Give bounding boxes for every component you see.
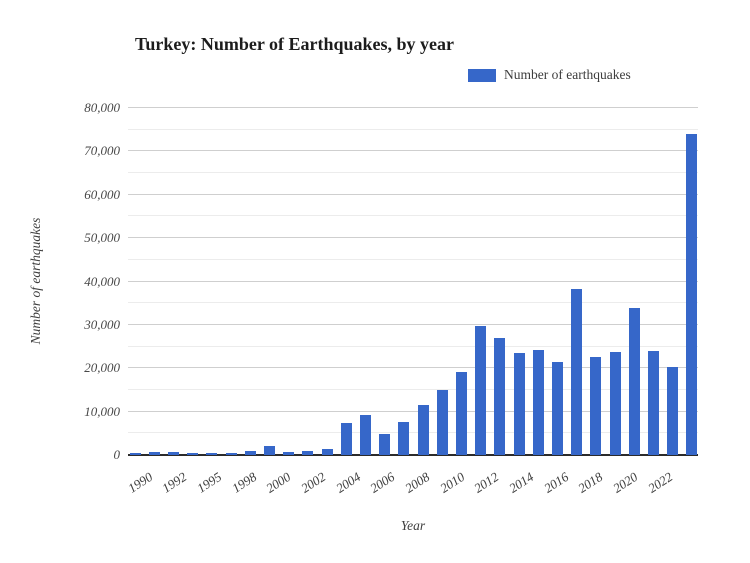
bar-2013[interactable]	[494, 337, 506, 455]
x-tick-label: 2002	[298, 469, 329, 496]
bar-1990[interactable]	[129, 452, 141, 455]
x-axis-tick-labels: 1990 1992 1995 1998 2000 2002 2004 2006 2008 2010…	[124, 455, 698, 515]
y-tick-label: 0	[113, 447, 121, 462]
legend: Number of earthquakes	[468, 67, 631, 83]
y-tick-label: 50,000	[84, 230, 120, 246]
y-tick-label: 40,000	[84, 273, 120, 289]
major-gridline	[128, 193, 698, 195]
x-tick-label: 2022	[644, 469, 675, 496]
bar-2005[interactable]	[340, 423, 352, 455]
major-gridline	[128, 367, 698, 369]
x-tick-label: 2008	[402, 469, 433, 496]
y-axis-tick-labels: 0 10,000 20,000 30,000 40,000 50,000 60,000 70,…	[0, 100, 120, 462]
minor-gridline	[128, 302, 698, 304]
x-tick-label: 2012	[471, 469, 502, 496]
bar-2009[interactable]	[417, 404, 429, 455]
bar-2010[interactable]	[436, 389, 448, 455]
x-tick-label: 1998	[228, 469, 259, 496]
plot-area	[128, 107, 698, 456]
y-tick-label: 70,000	[84, 143, 120, 159]
minor-gridline	[128, 215, 698, 217]
y-tick-label: 20,000	[84, 360, 120, 376]
legend-swatch	[468, 68, 496, 82]
bar-2021[interactable]	[647, 351, 659, 455]
bar-2016[interactable]	[551, 361, 563, 455]
x-tick-label: 2004	[332, 469, 363, 496]
x-tick-label: 1992	[159, 469, 190, 496]
y-tick-label: 30,000	[84, 316, 120, 332]
bar-2018[interactable]	[590, 356, 602, 455]
bar-2001[interactable]	[263, 445, 275, 455]
minor-gridline	[128, 432, 698, 434]
bar-2006[interactable]	[359, 415, 371, 455]
bar-2000[interactable]	[244, 450, 256, 455]
bar-2012[interactable]	[475, 325, 487, 455]
legend-label: Number of earthquakes	[504, 67, 631, 82]
major-gridline	[128, 107, 698, 108]
major-gridline	[128, 150, 698, 152]
major-gridline	[128, 280, 698, 282]
minor-gridline	[128, 388, 698, 390]
major-gridline	[128, 237, 698, 239]
bar-2020[interactable]	[628, 307, 640, 455]
bar-2019[interactable]	[609, 352, 621, 455]
x-tick-label: 2014	[506, 469, 537, 496]
bar-2008[interactable]	[398, 422, 410, 455]
x-tick-label: 2018	[575, 469, 606, 496]
x-tick-label: 1995	[194, 469, 225, 496]
chart-title: Turkey: Number of Earthquakes, by year	[135, 34, 455, 54]
bar-1991[interactable]	[148, 452, 160, 455]
minor-gridline	[128, 258, 698, 260]
bar-2014[interactable]	[513, 353, 525, 455]
bar-2022[interactable]	[667, 367, 679, 455]
bar-2007[interactable]	[379, 434, 391, 455]
bar-2004[interactable]	[321, 448, 333, 455]
x-tick-label: 2010	[436, 469, 467, 496]
y-tick-label: 60,000	[84, 186, 120, 202]
x-tick-label: 2006	[367, 469, 398, 496]
x-tick-label: 2020	[610, 469, 641, 496]
major-gridline	[128, 410, 698, 412]
bar-2017[interactable]	[571, 288, 583, 455]
major-gridline	[128, 323, 698, 325]
x-tick-label: 2000	[263, 469, 294, 496]
x-tick-label: 2016	[540, 469, 571, 496]
bar-2011[interactable]	[455, 371, 467, 455]
y-tick-label: 80,000	[84, 100, 120, 115]
bar-1998[interactable]	[206, 452, 218, 455]
y-tick-label: 10,000	[84, 403, 120, 419]
x-axis-baseline	[128, 454, 698, 456]
bar-1999[interactable]	[225, 453, 237, 455]
minor-gridline	[128, 345, 698, 347]
bar-1992[interactable]	[167, 452, 179, 455]
minor-gridline	[128, 172, 698, 174]
bar-2023[interactable]	[686, 134, 698, 455]
x-tick-label: 1990	[124, 469, 155, 496]
bar-2003[interactable]	[302, 451, 314, 455]
bar-2015[interactable]	[532, 349, 544, 455]
minor-gridline	[128, 128, 698, 130]
bar-2002[interactable]	[283, 451, 295, 455]
bar-1995[interactable]	[187, 452, 199, 455]
x-axis-title: Year	[400, 518, 426, 533]
